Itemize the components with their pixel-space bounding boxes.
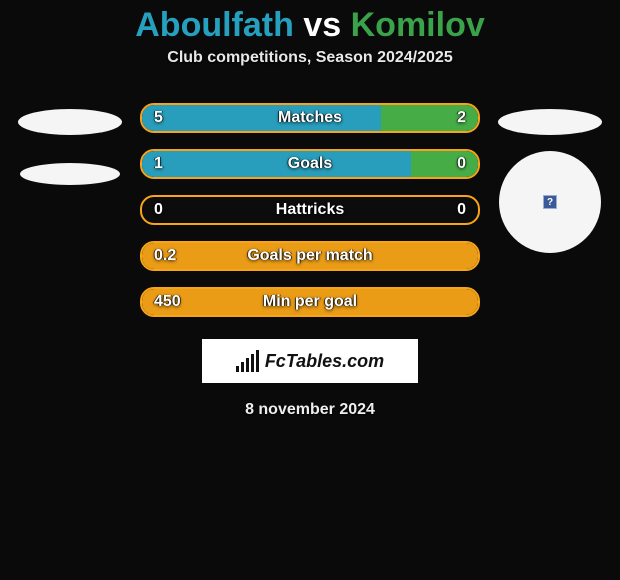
- title-vs: vs: [303, 6, 341, 44]
- stat-row: 0 Hattricks 0: [140, 195, 480, 225]
- stat-label: Matches: [278, 109, 342, 127]
- stat-label: Goals per match: [247, 247, 372, 265]
- stat-value-left: 0.2: [154, 247, 176, 265]
- stat-value-left: 1: [154, 155, 163, 173]
- player1-shape-2: [20, 163, 120, 185]
- page-title: Aboulfath vs Komilov: [135, 6, 485, 45]
- stat-row: 5 Matches 2: [140, 103, 480, 133]
- stat-row: 450 Min per goal: [140, 287, 480, 317]
- stat-value-right: 0: [457, 155, 466, 173]
- comparison-card: Aboulfath vs Komilov Club competitions, …: [0, 0, 620, 419]
- stat-row: 0.2 Goals per match: [140, 241, 480, 271]
- stat-value-right: 2: [457, 109, 466, 127]
- body-row: 5 Matches 2 1 Goals 0 0 Hattricks 0 0.2 Goals per …: [0, 103, 620, 317]
- stat-value-right: 0: [457, 201, 466, 219]
- logo-bar: [246, 358, 249, 372]
- logo-bar: [251, 354, 254, 372]
- stat-value-left: 0: [154, 201, 163, 219]
- stat-fill-right: [411, 151, 478, 177]
- subtitle: Club competitions, Season 2024/2025: [167, 49, 452, 67]
- right-player-panel: ?: [498, 103, 602, 253]
- footer: FcTables.com 8 november 2024: [202, 339, 418, 419]
- date-label: 8 november 2024: [245, 401, 375, 419]
- stat-fill-left: [142, 151, 411, 177]
- stat-label: Min per goal: [263, 293, 357, 311]
- stat-label: Hattricks: [276, 201, 344, 219]
- stats-list: 5 Matches 2 1 Goals 0 0 Hattricks 0 0.2 Goals per …: [140, 103, 480, 317]
- image-placeholder-icon: ?: [543, 195, 557, 209]
- stat-label: Goals: [288, 155, 332, 173]
- fctables-logo: FcTables.com: [202, 339, 418, 383]
- logo-bar: [241, 362, 244, 372]
- left-player-panel: [18, 103, 122, 185]
- title-player1: Aboulfath: [135, 6, 294, 44]
- logo-bars-icon: [236, 350, 259, 372]
- player2-shape-1: [498, 109, 602, 135]
- logo-text: FcTables.com: [265, 351, 384, 372]
- logo-bar: [236, 366, 239, 372]
- stat-value-left: 5: [154, 109, 163, 127]
- title-player2: Komilov: [351, 6, 485, 44]
- player2-avatar-placeholder: ?: [499, 151, 601, 253]
- logo-bar: [256, 350, 259, 372]
- stat-row: 1 Goals 0: [140, 149, 480, 179]
- player1-shape-1: [18, 109, 122, 135]
- stat-value-left: 450: [154, 293, 181, 311]
- stat-fill-left: [142, 105, 381, 131]
